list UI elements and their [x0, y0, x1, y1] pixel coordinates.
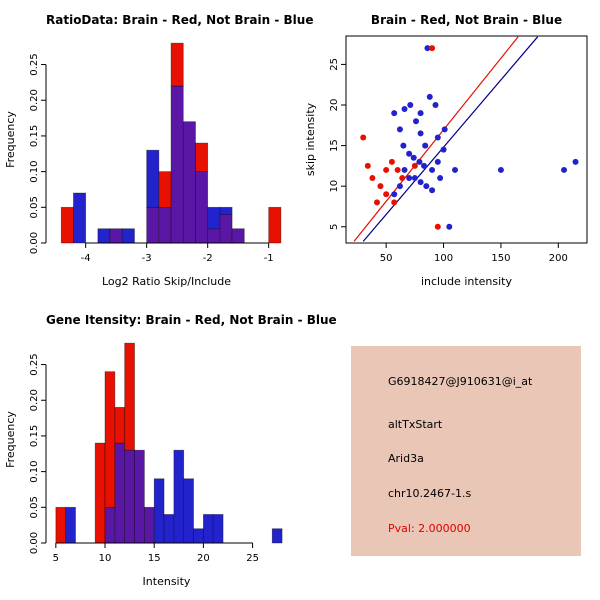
intensity-scatter-chart: 50 100 150 200 5 10 15 20 25 include intensity ski…: [304, 35, 588, 288]
info-gene-symbol: Arid3a: [388, 452, 424, 465]
svg-text:-1: -1: [264, 253, 274, 264]
info-probe-id: G6918427@J910631@i_at: [388, 375, 533, 388]
svg-text:25: 25: [246, 553, 259, 564]
svg-text:Intensity: Intensity: [143, 575, 191, 588]
svg-text:20: 20: [197, 553, 210, 564]
svg-text:0.00: 0.00: [29, 532, 40, 554]
svg-text:Frequency: Frequency: [4, 411, 17, 468]
svg-text:0.05: 0.05: [29, 496, 40, 518]
svg-text:5: 5: [53, 553, 59, 564]
ratio-histogram-title: RatioData: Brain - Red, Not Brain - Blue: [46, 13, 314, 27]
svg-text:15: 15: [329, 139, 340, 152]
panel-ratio-histogram: -4 -3 -2 -1 0.00 0.05 0.10 0.15 0.20 0.25 Log2 Rat…: [0, 0, 314, 300]
info-box: G6918427@J910631@i_at altTxStart Arid3a …: [351, 346, 581, 556]
svg-text:0.15: 0.15: [29, 425, 40, 447]
svg-text:0.25: 0.25: [29, 353, 40, 375]
svg-text:skip intensity: skip intensity: [304, 102, 317, 176]
svg-text:include intensity: include intensity: [421, 275, 513, 288]
info-event-type: altTxStart: [388, 418, 443, 431]
svg-text:0.20: 0.20: [29, 389, 40, 411]
svg-text:50: 50: [380, 253, 393, 264]
svg-text:5: 5: [329, 224, 340, 230]
svg-text:Log2 Ratio Skip/Include: Log2 Ratio Skip/Include: [102, 275, 231, 288]
svg-text:0.25: 0.25: [29, 53, 40, 75]
svg-text:Frequency: Frequency: [4, 111, 17, 168]
panel-gene-intensity-histogram: 5 10 15 20 25 0.00 0.05 0.10 0.15 0.20 0.25 Intensi…: [0, 300, 337, 600]
panel-intensity-scatter: 50 100 150 200 5 10 15 20 25 include intensity ski…: [300, 0, 600, 300]
svg-text:0.10: 0.10: [29, 460, 40, 482]
svg-text:25: 25: [329, 58, 340, 71]
svg-text:15: 15: [148, 553, 161, 564]
ratio-histogram-chart: -4 -3 -2 -1 0.00 0.05 0.10 0.15 0.20 0.25 Log2 Rat…: [4, 42, 282, 288]
gene-intensity-histogram-chart: 5 10 15 20 25 0.00 0.05 0.10 0.15 0.20 0.25 Intensi…: [4, 342, 283, 588]
svg-text:-4: -4: [81, 253, 91, 264]
svg-text:100: 100: [434, 253, 453, 264]
svg-text:150: 150: [491, 253, 510, 264]
svg-text:200: 200: [549, 253, 568, 264]
svg-text:0.05: 0.05: [29, 196, 40, 218]
svg-text:0.00: 0.00: [29, 232, 40, 254]
svg-text:10: 10: [329, 180, 340, 193]
svg-text:0.10: 0.10: [29, 160, 40, 182]
svg-text:10: 10: [99, 553, 112, 564]
intensity-scatter-title: Brain - Red, Not Brain - Blue: [370, 13, 563, 27]
svg-text:0.15: 0.15: [29, 125, 40, 147]
gene-intensity-histogram-title: Gene Itensity: Brain - Red, Not Brain - …: [46, 313, 337, 327]
panel-gene-info: G6918427@J910631@i_at altTxStart Arid3a …: [300, 300, 600, 600]
svg-text:-2: -2: [203, 253, 213, 264]
svg-text:0.20: 0.20: [29, 89, 40, 111]
svg-text:-3: -3: [142, 253, 152, 264]
info-genomic-location: chr10.2467-1.s: [388, 487, 472, 500]
svg-text:20: 20: [329, 99, 340, 112]
info-pval: Pval: 2.000000: [388, 522, 471, 535]
